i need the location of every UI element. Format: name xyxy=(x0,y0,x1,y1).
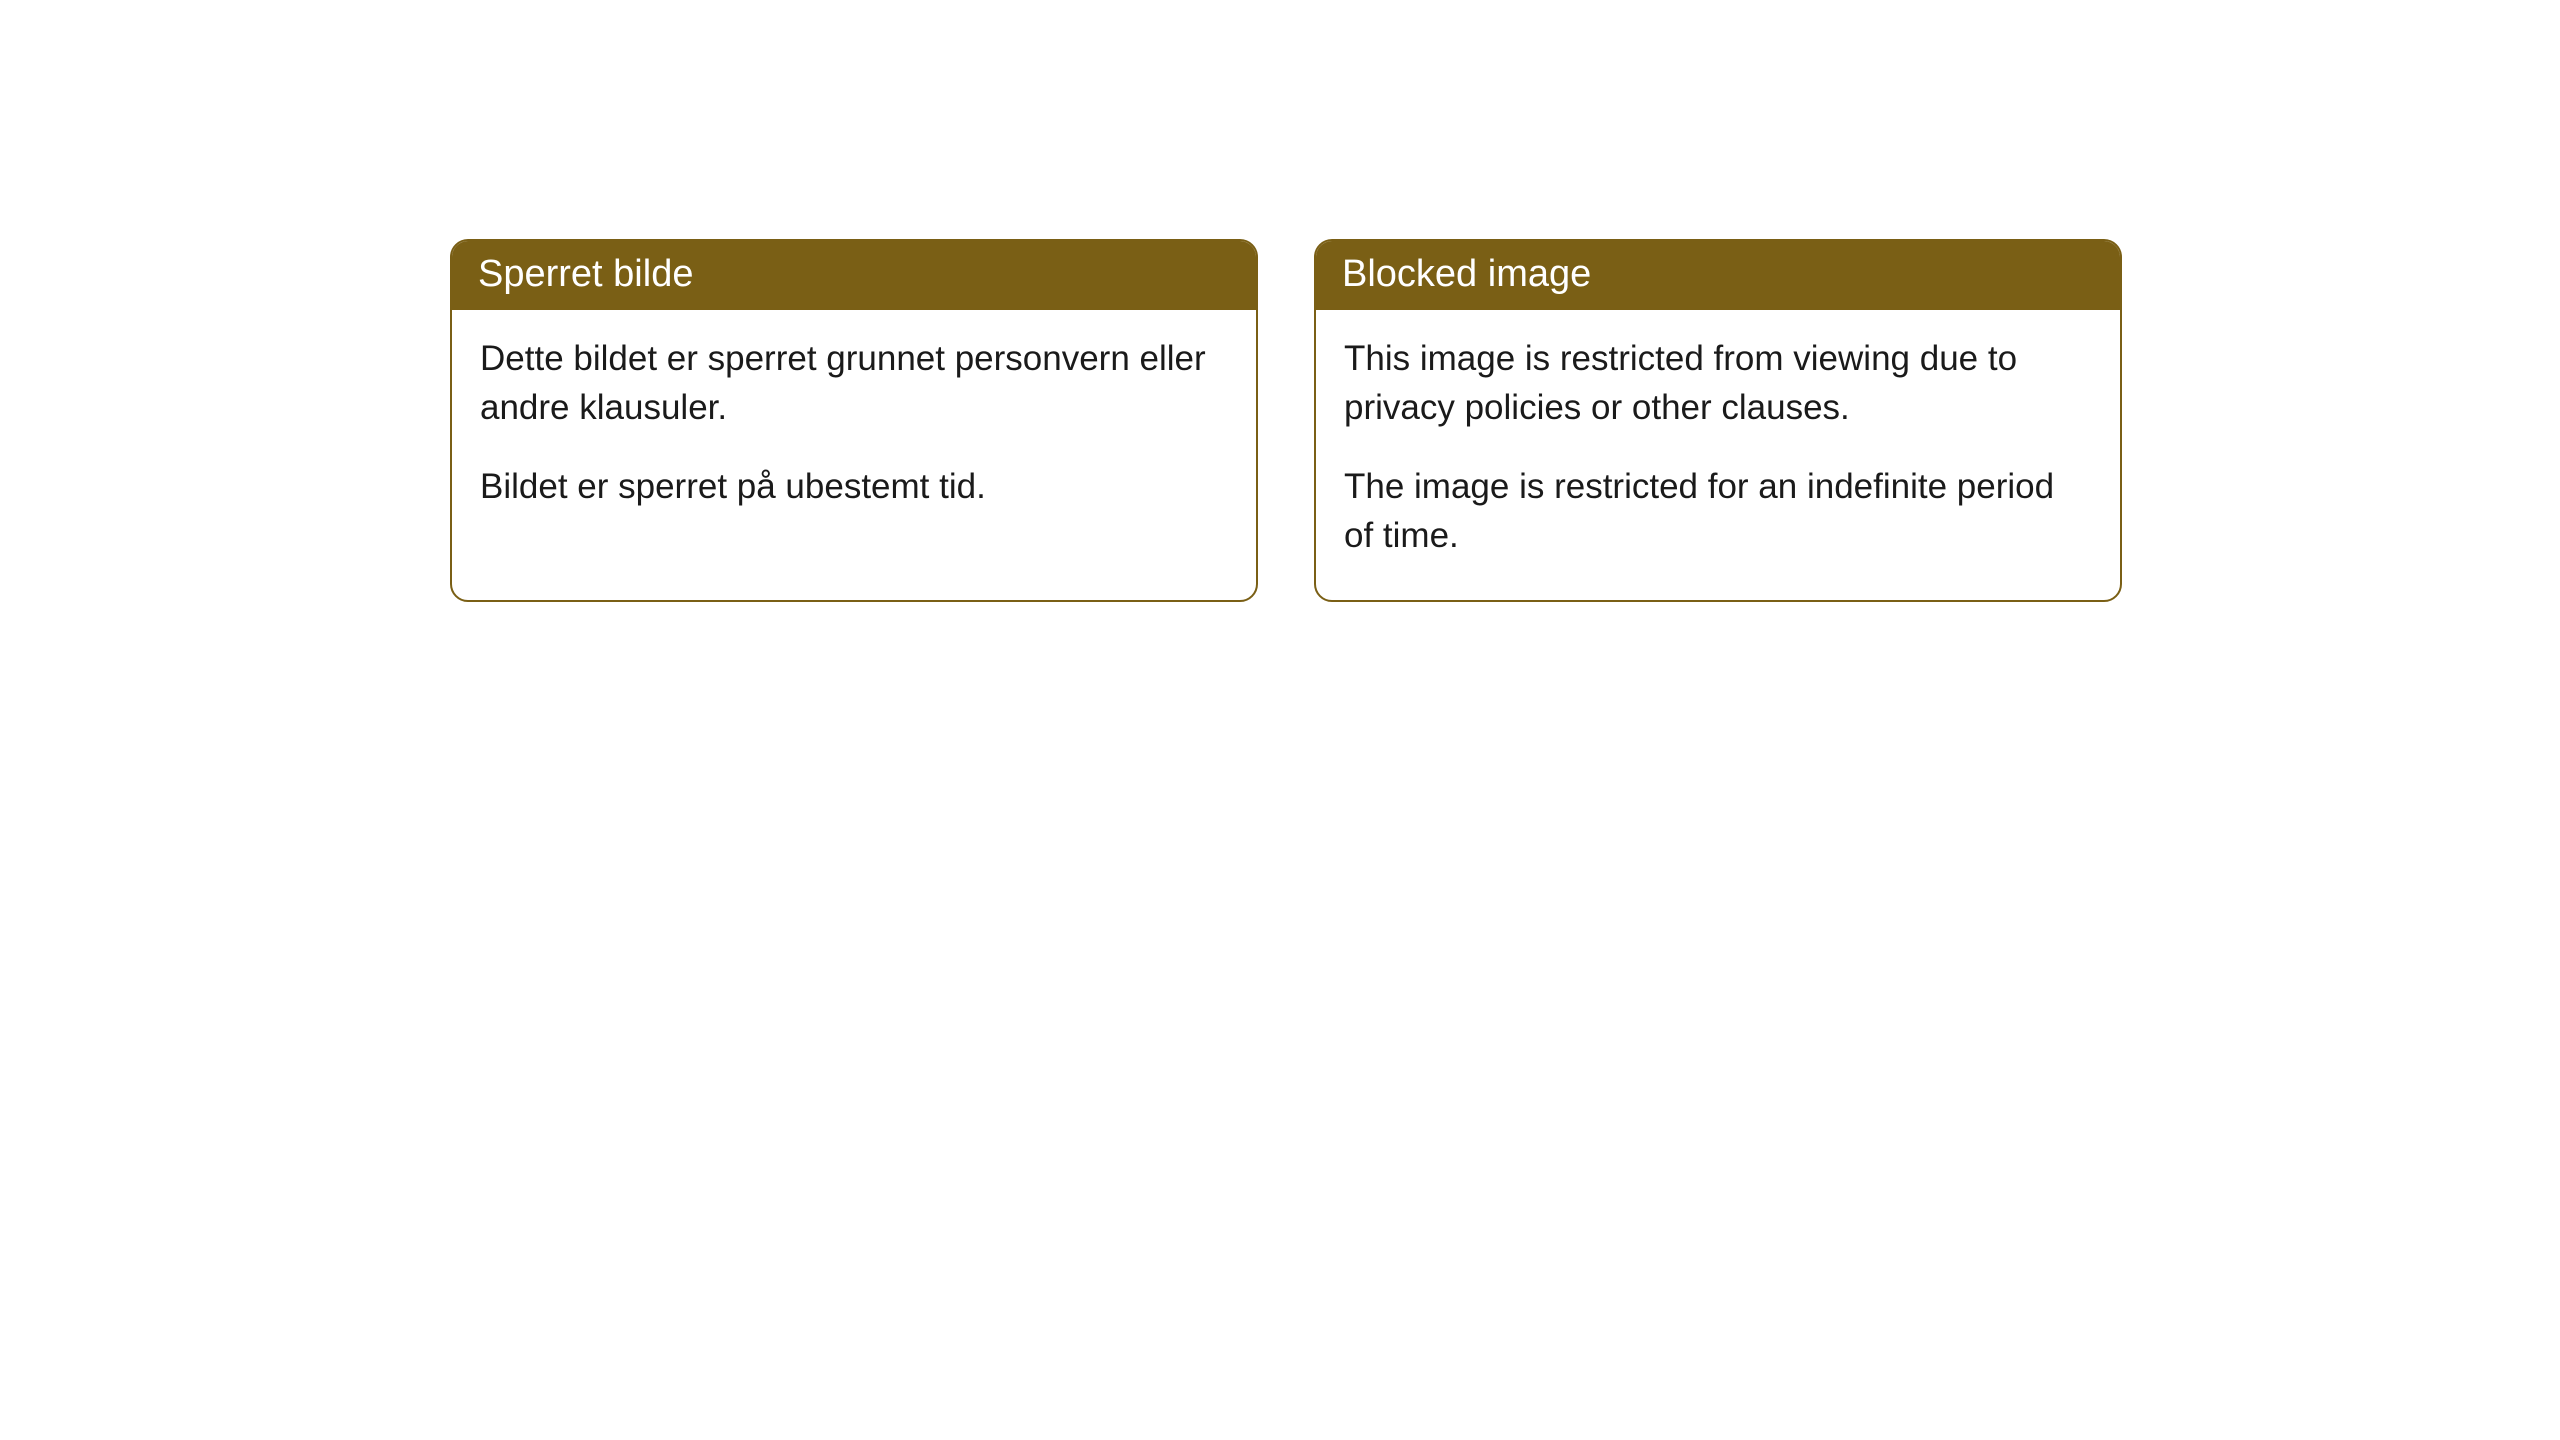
card-paragraph: Dette bildet er sperret grunnet personve… xyxy=(480,334,1228,432)
card-paragraph: This image is restricted from viewing du… xyxy=(1344,334,2092,432)
notice-card-english: Blocked image This image is restricted f… xyxy=(1314,239,2122,602)
notice-cards-container: Sperret bilde Dette bildet er sperret gr… xyxy=(450,239,2122,602)
card-header: Blocked image xyxy=(1316,241,2120,310)
card-title: Sperret bilde xyxy=(478,253,693,295)
card-body: Dette bildet er sperret grunnet personve… xyxy=(452,310,1256,551)
card-title: Blocked image xyxy=(1342,253,1591,295)
card-body: This image is restricted from viewing du… xyxy=(1316,310,2120,600)
card-paragraph: The image is restricted for an indefinit… xyxy=(1344,462,2092,560)
card-header: Sperret bilde xyxy=(452,241,1256,310)
notice-card-norwegian: Sperret bilde Dette bildet er sperret gr… xyxy=(450,239,1258,602)
card-paragraph: Bildet er sperret på ubestemt tid. xyxy=(480,462,1228,511)
